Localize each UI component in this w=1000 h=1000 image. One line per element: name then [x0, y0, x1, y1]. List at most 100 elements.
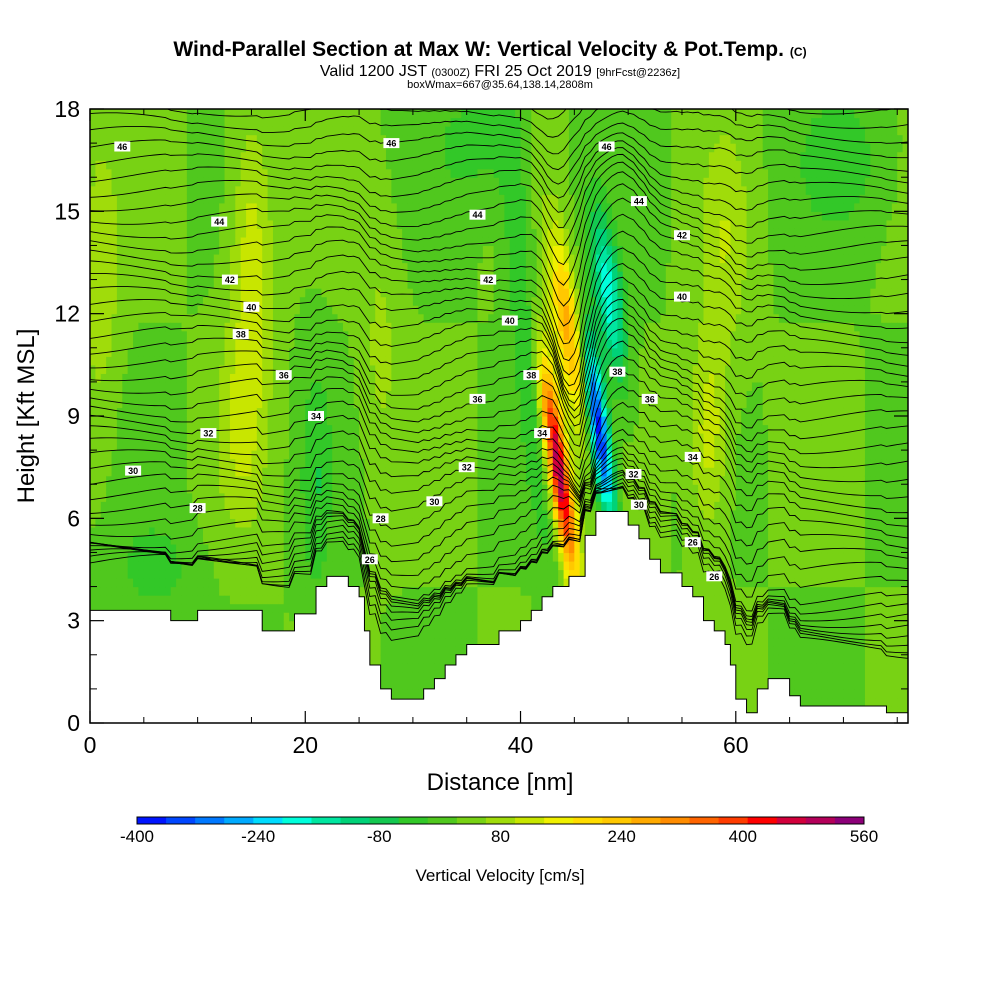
- velocity-cell: [337, 253, 344, 264]
- velocity-cell: [203, 151, 209, 161]
- velocity-cell: [203, 330, 209, 340]
- velocity-cell: [434, 629, 441, 639]
- velocity-cell: [439, 501, 446, 511]
- velocity-cell: [364, 322, 371, 332]
- velocity-cell: [181, 177, 188, 187]
- velocity-cell: [278, 543, 285, 554]
- velocity-cell: [375, 467, 382, 477]
- velocity-cell: [181, 467, 188, 477]
- velocity-cell: [95, 177, 102, 187]
- velocity-cell: [385, 151, 392, 161]
- velocity-cell: [100, 177, 107, 187]
- velocity-cell: [154, 288, 161, 298]
- velocity-cell: [229, 245, 236, 255]
- velocity-cell: [369, 219, 376, 229]
- velocity-cell: [181, 560, 188, 571]
- velocity-cell: [353, 126, 360, 136]
- velocity-cell: [100, 143, 107, 153]
- velocity-cell: [203, 279, 209, 289]
- velocity-cell: [122, 356, 129, 366]
- velocity-cell: [455, 646, 462, 656]
- velocity-cell: [256, 347, 263, 357]
- velocity-cell: [186, 484, 193, 494]
- velocity-cell: [213, 407, 220, 417]
- velocity-cell: [95, 185, 102, 195]
- velocity-cell: [122, 595, 129, 605]
- velocity-cell: [429, 219, 436, 229]
- velocity-cell: [385, 492, 392, 502]
- velocity-cell: [256, 603, 263, 613]
- velocity-cell: [359, 484, 366, 494]
- velocity-cell: [111, 484, 118, 494]
- velocity-cell: [412, 381, 419, 392]
- velocity-cell: [90, 262, 96, 272]
- velocity-cell: [170, 236, 177, 247]
- velocity-cell: [176, 518, 183, 528]
- velocity-cell: [267, 441, 274, 451]
- velocity-cell: [111, 450, 118, 460]
- velocity-cell: [208, 552, 215, 562]
- velocity-cell: [385, 330, 392, 340]
- velocity-cell: [283, 185, 290, 195]
- velocity-cell: [305, 151, 312, 161]
- velocity-cell: [439, 339, 446, 349]
- velocity-cell: [90, 185, 96, 195]
- velocity-cell: [176, 245, 183, 255]
- velocity-cell: [305, 322, 312, 332]
- velocity-cell: [272, 603, 279, 613]
- velocity-cell: [181, 535, 188, 545]
- velocity-cell: [385, 560, 392, 571]
- velocity-cell: [246, 253, 253, 264]
- velocity-cell: [332, 236, 339, 247]
- velocity-cell: [418, 680, 425, 690]
- velocity-cell: [95, 279, 102, 289]
- velocity-cell: [321, 509, 328, 519]
- velocity-cell: [316, 518, 323, 528]
- velocity-cell: [229, 347, 236, 357]
- velocity-cell: [262, 322, 269, 332]
- velocity-cell: [359, 211, 366, 221]
- velocity-cell: [434, 612, 441, 622]
- velocity-cell: [181, 245, 188, 255]
- velocity-cell: [170, 398, 177, 409]
- velocity-cell: [272, 492, 279, 502]
- velocity-cell: [90, 603, 96, 613]
- velocity-cell: [100, 526, 107, 536]
- velocity-cell: [251, 228, 258, 238]
- velocity-cell: [90, 296, 96, 306]
- velocity-cell: [240, 211, 247, 221]
- velocity-cell: [111, 578, 118, 588]
- velocity-cell: [423, 424, 430, 434]
- velocity-cell: [192, 279, 199, 289]
- velocity-cell: [299, 185, 306, 195]
- velocity-cell: [95, 109, 102, 119]
- velocity-cell: [267, 330, 274, 340]
- velocity-cell: [100, 322, 107, 332]
- velocity-cell: [203, 569, 209, 579]
- velocity-cell: [412, 467, 419, 477]
- velocity-cell: [429, 151, 436, 161]
- velocity-cell: [138, 484, 145, 494]
- velocity-cell: [423, 475, 430, 485]
- velocity-cell: [106, 288, 113, 298]
- velocity-cell: [208, 236, 215, 247]
- velocity-cell: [278, 441, 285, 451]
- velocity-cell: [133, 330, 140, 340]
- velocity-cell: [348, 441, 355, 451]
- velocity-cell: [310, 356, 317, 366]
- velocity-cell: [192, 236, 199, 247]
- velocity-cell: [396, 603, 403, 613]
- velocity-cell: [289, 339, 296, 349]
- velocity-cell: [159, 535, 166, 545]
- velocity-cell: [321, 543, 328, 554]
- velocity-cell: [165, 578, 172, 588]
- velocity-cell: [122, 228, 129, 238]
- velocity-cell: [299, 288, 306, 298]
- velocity-cell: [353, 433, 360, 443]
- velocity-cell: [375, 552, 382, 562]
- velocity-cell: [439, 612, 446, 622]
- velocity-cell: [246, 194, 253, 204]
- velocity-cell: [262, 288, 269, 298]
- velocity-cell: [283, 424, 290, 434]
- velocity-cell: [90, 543, 96, 554]
